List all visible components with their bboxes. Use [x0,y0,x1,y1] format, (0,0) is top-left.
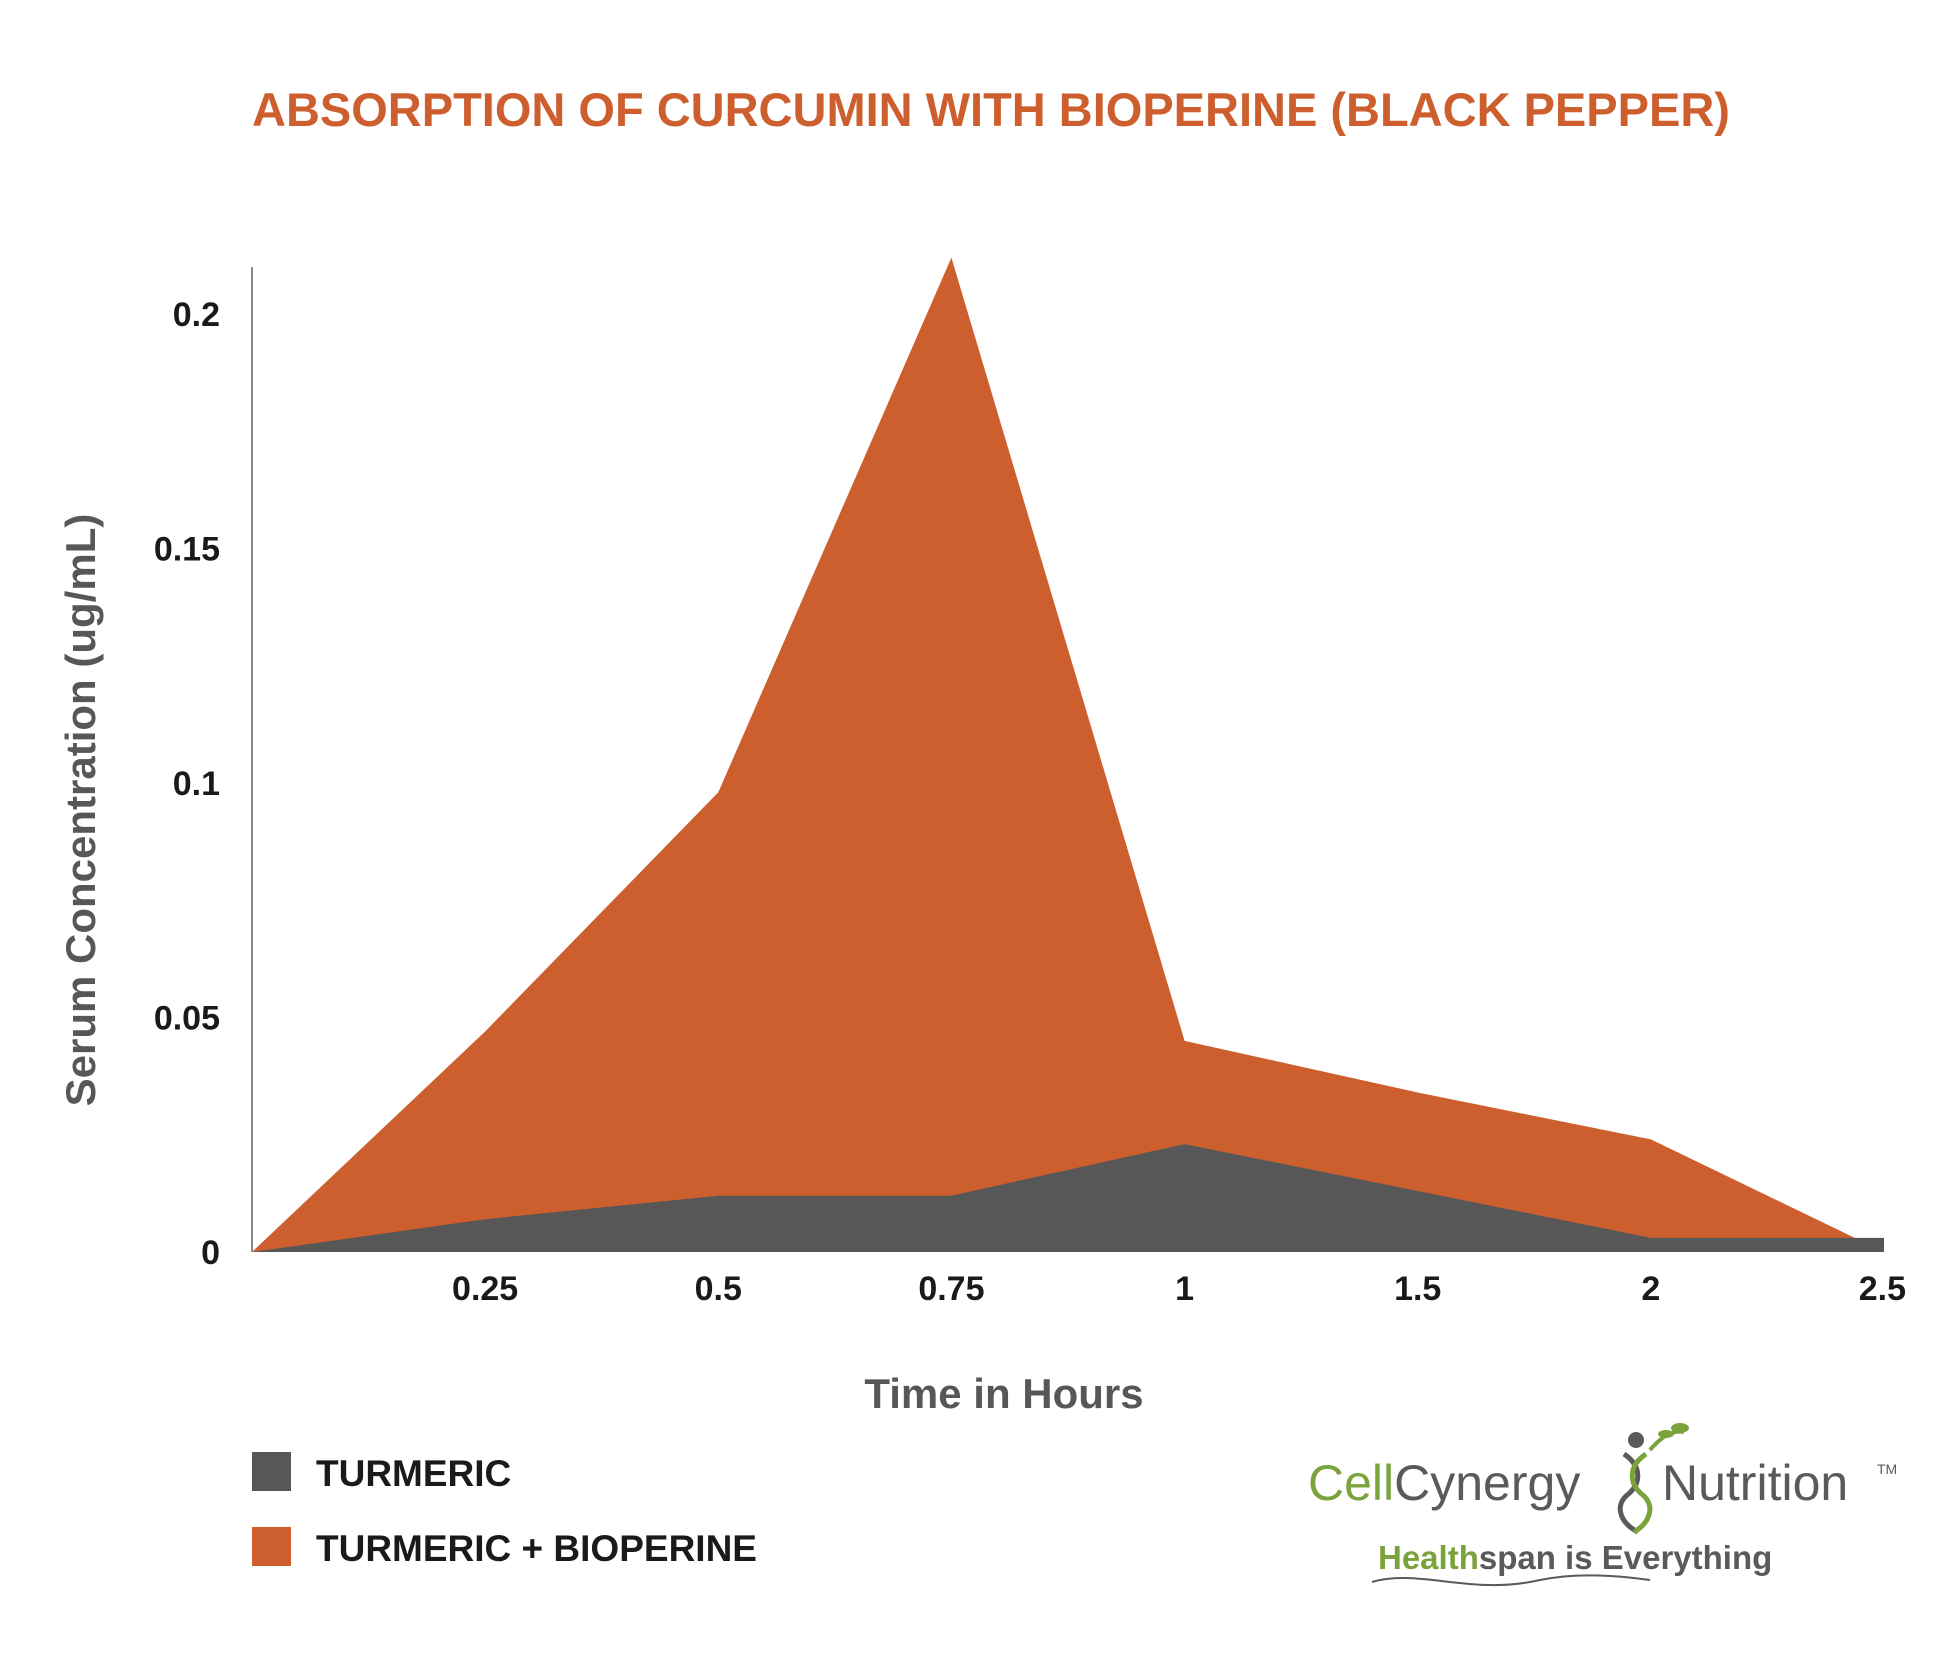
x-axis-title: Time in Hours [864,1370,1143,1417]
tagline-health: Health [1378,1539,1479,1576]
plot-area [252,257,1884,1253]
y-tick-label: 0.05 [154,999,220,1037]
y-tick-label: 0.2 [173,296,220,334]
trademark-symbol: TM [1877,1461,1897,1477]
y-tick-label: 0.15 [154,530,220,568]
x-tick-label: 2 [1641,1270,1660,1308]
x-tick-label: 2.5 [1859,1270,1906,1308]
legend-swatch-turmeric-bioperine [252,1527,291,1566]
x-axis-ticks: 0.25 0.5 0.75 1 1.5 2 2.5 [452,1270,1906,1308]
y-axis-title: Serum Concentration (ug/mL) [57,514,104,1107]
brand-name-nutrition: Nutrition [1662,1455,1848,1511]
area-turmeric-bioperine [252,257,1884,1253]
area-turmeric [252,1144,1884,1252]
legend-label-turmeric: TURMERIC [316,1453,511,1494]
tagline-rest: span is Everything [1479,1539,1772,1576]
dna-figure-icon [1617,1423,1689,1535]
chart-title: ABSORPTION OF CURCUMIN WITH BIOPERINE (B… [252,83,1730,136]
brand-tagline: Healthspan is Everything [1378,1539,1772,1576]
y-axis-ticks: 0 0.05 0.1 0.15 0.2 [154,296,220,1272]
brand-name: CellCynergy [1308,1455,1580,1511]
legend-label-turmeric-bioperine: TURMERIC + BIOPERINE [316,1528,757,1569]
y-tick-label: 0 [201,1234,220,1272]
brand-name-cell: Cell [1308,1455,1394,1511]
y-tick-label: 0.1 [173,765,220,803]
x-tick-label: 0.25 [452,1270,518,1308]
brand-logo: CellCynergy Nutrition TM Healthspan is E… [1308,1423,1897,1587]
legend-swatch-turmeric [252,1452,291,1491]
tagline-swoosh [1371,1574,1651,1587]
x-tick-label: 1.5 [1394,1270,1441,1308]
x-tick-label: 0.75 [918,1270,984,1308]
x-tick-label: 1 [1175,1270,1194,1308]
brand-name-cynergy: Cynergy [1394,1455,1580,1511]
x-tick-label: 0.5 [695,1270,742,1308]
legend: TURMERIC TURMERIC + BIOPERINE [252,1452,757,1569]
